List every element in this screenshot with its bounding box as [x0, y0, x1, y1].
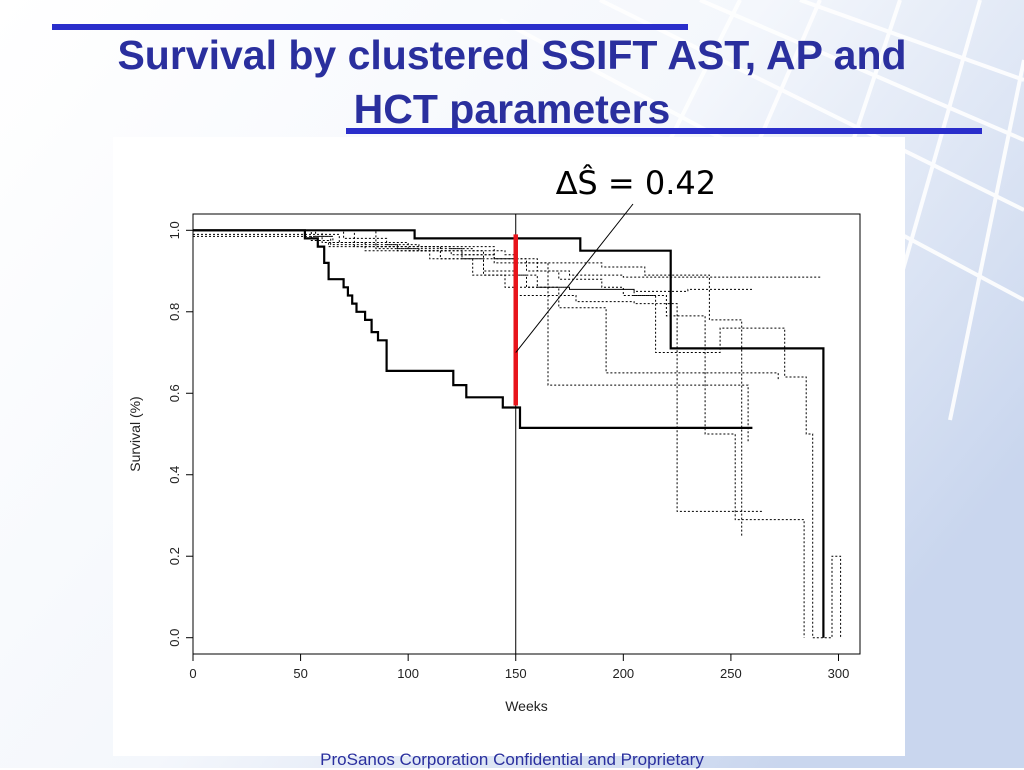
x-tick-label: 150 [505, 666, 527, 681]
x-tick-label: 0 [189, 666, 196, 681]
y-axis-title: Survival (%) [127, 396, 143, 471]
annotation-pointer-line [515, 203, 634, 353]
survival-chart: 0 50 100 150 200 250 300 0.0 0.2 0.4 0.6 0.8 1.0 Week… [127, 163, 861, 714]
survival-curve-5 [193, 229, 779, 381]
x-tick-label: 100 [397, 666, 419, 681]
survival-curve-8 [193, 235, 805, 638]
y-tick-label: 0.0 [167, 629, 182, 647]
x-axis-title: Weeks [505, 698, 548, 714]
survival-curve-9 [193, 229, 842, 639]
title-rule-bottom [346, 128, 982, 134]
y-tick-label: 0.6 [167, 384, 182, 402]
plot-panel: 0 50 100 150 200 250 300 0.0 0.2 0.4 0.6 0.8 1.0 Week… [113, 137, 905, 756]
slide-footer: ProSanos Corporation Confidential and Pr… [320, 750, 704, 769]
slide-title-line-2: HCT parameters [353, 86, 671, 132]
slide-title-line-1: Survival by clustered SSIFT AST, AP and [117, 32, 907, 78]
survival-curve-2 [193, 229, 825, 638]
y-tick-label: 1.0 [167, 221, 182, 239]
survival-curve-4 [193, 229, 749, 443]
survival-curve-10 [193, 229, 764, 512]
survival-curve-1 [193, 229, 753, 429]
plot-frame [192, 213, 861, 655]
x-tick-label: 50 [293, 666, 307, 681]
survival-curve-7 [193, 229, 743, 536]
delta-survival-label: ∆Ŝ = 0.42 [555, 163, 716, 202]
survival-curve-6 [193, 233, 753, 292]
y-tick-label: 0.8 [167, 303, 182, 321]
y-tick-label: 0.2 [167, 547, 182, 565]
y-tick-label: 0.4 [167, 466, 182, 484]
x-tick-label: 300 [828, 666, 850, 681]
title-rule-top [52, 24, 688, 30]
x-tick-label: 250 [720, 666, 742, 681]
x-tick-label: 200 [612, 666, 634, 681]
